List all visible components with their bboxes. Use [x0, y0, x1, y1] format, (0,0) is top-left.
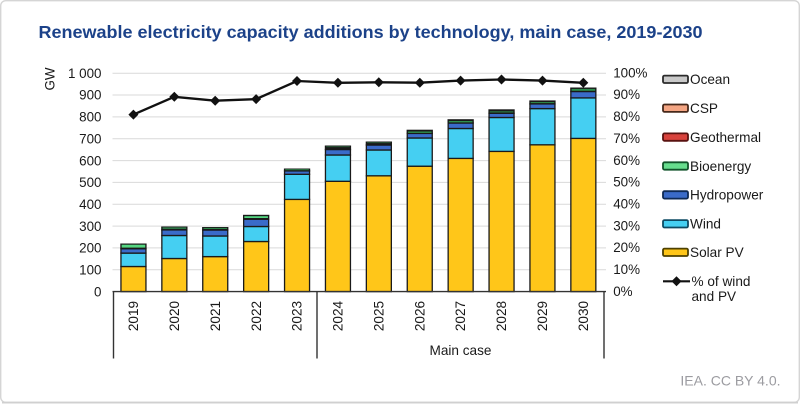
svg-text:20%: 20%: [613, 240, 640, 255]
svg-text:2022: 2022: [249, 301, 264, 331]
svg-text:2029: 2029: [535, 301, 550, 331]
svg-text:GW: GW: [43, 67, 58, 90]
svg-text:IEA. CC BY 4.0.: IEA. CC BY 4.0.: [680, 372, 780, 388]
svg-text:400: 400: [79, 197, 101, 212]
svg-text:100: 100: [79, 263, 101, 278]
svg-text:Renewable electricity capacity: Renewable electricity capacity additions…: [39, 22, 703, 42]
svg-text:0%: 0%: [613, 284, 632, 299]
svg-text:2030: 2030: [576, 300, 591, 331]
svg-text:Geothermal: Geothermal: [690, 130, 761, 145]
svg-text:2026: 2026: [412, 301, 427, 331]
svg-text:10%: 10%: [613, 262, 640, 277]
svg-text:2025: 2025: [371, 301, 386, 331]
svg-text:2021: 2021: [208, 301, 223, 331]
svg-text:2023: 2023: [290, 301, 305, 331]
svg-text:1 000: 1 000: [68, 66, 102, 81]
svg-text:70%: 70%: [613, 131, 640, 146]
svg-text:Hydropower: Hydropower: [690, 188, 764, 203]
svg-text:2027: 2027: [453, 301, 468, 331]
svg-text:0: 0: [94, 284, 101, 299]
svg-text:2019: 2019: [126, 301, 141, 331]
svg-text:200: 200: [79, 241, 101, 256]
svg-text:100%: 100%: [613, 65, 647, 80]
svg-text:60%: 60%: [613, 153, 640, 168]
svg-text:900: 900: [79, 88, 101, 103]
svg-text:800: 800: [79, 110, 101, 125]
svg-text:2024: 2024: [331, 300, 346, 331]
svg-text:30%: 30%: [613, 218, 640, 233]
svg-text:Ocean: Ocean: [690, 72, 730, 87]
svg-text:and PV: and PV: [692, 289, 737, 304]
svg-text:40%: 40%: [613, 196, 640, 211]
svg-text:500: 500: [79, 175, 101, 190]
svg-text:Main case: Main case: [430, 343, 492, 358]
svg-text:2028: 2028: [494, 301, 509, 331]
svg-text:90%: 90%: [613, 87, 640, 102]
svg-text:300: 300: [79, 219, 101, 234]
svg-text:% of wind: % of wind: [692, 274, 751, 289]
svg-text:600: 600: [79, 153, 101, 168]
svg-text:Solar PV: Solar PV: [690, 245, 744, 260]
svg-text:700: 700: [79, 131, 101, 146]
svg-text:Wind: Wind: [690, 217, 721, 232]
svg-text:2020: 2020: [167, 300, 182, 331]
svg-text:Bioenergy: Bioenergy: [690, 159, 751, 174]
svg-text:CSP: CSP: [690, 101, 718, 116]
svg-text:80%: 80%: [613, 109, 640, 124]
svg-text:50%: 50%: [613, 175, 640, 190]
